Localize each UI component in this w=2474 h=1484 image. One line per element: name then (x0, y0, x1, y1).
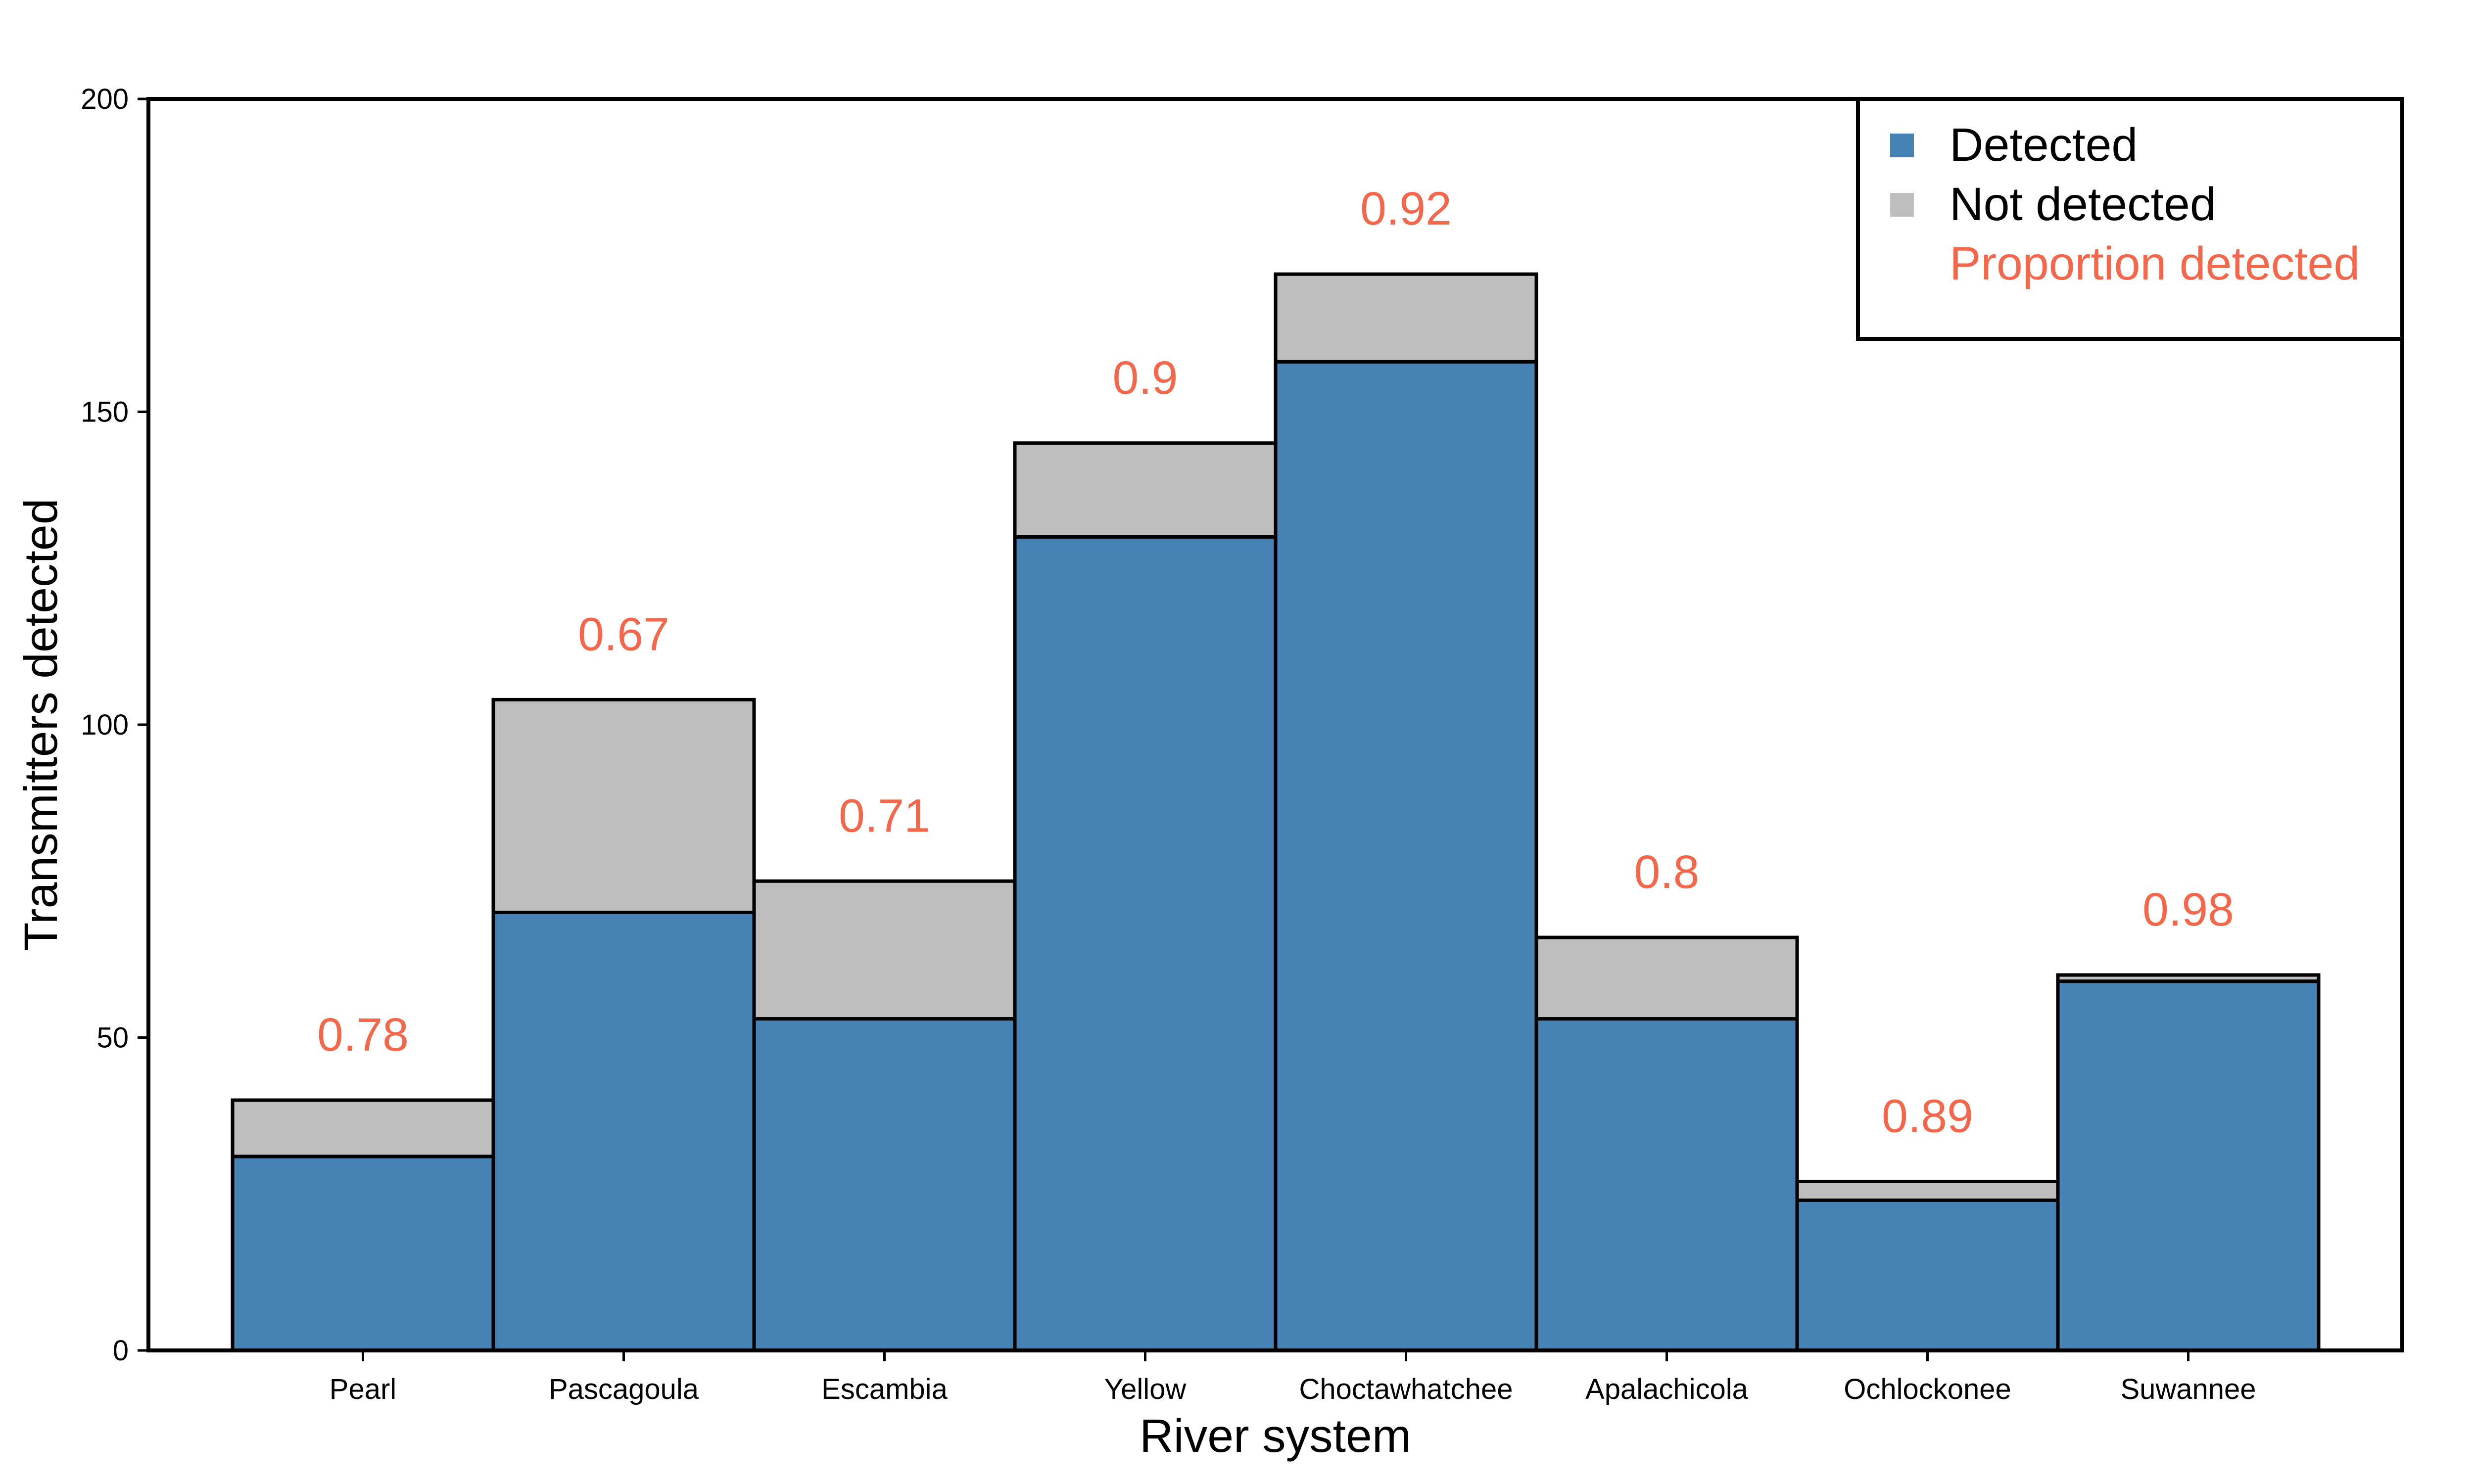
x-tick-label: Escambia (821, 1373, 948, 1405)
x-tick-label: Ochlockonee (1844, 1373, 2011, 1405)
bar-detected-ochlockonee (1795, 1198, 2060, 1352)
proportion-labels-layer: 0.78 0.67 0.71 0.9 0.92 0.8 0.89 0.98 (317, 183, 2234, 1142)
bar-not-detected-escambia (752, 879, 1017, 1021)
x-tick-label: Pearl (330, 1373, 396, 1405)
proportion-label: 0.78 (317, 1009, 409, 1061)
y-tick-label: 150 (81, 396, 129, 428)
legend: Detected Not detected Proportion detected (1856, 97, 2404, 341)
proportion-label: 0.8 (1634, 846, 1699, 898)
legend-label: Detected (1950, 119, 2138, 171)
x-axis-title: River system (1140, 1410, 1411, 1462)
bar-not-detected-pearl (231, 1098, 495, 1159)
legend-label: Proportion detected (1950, 237, 2360, 290)
bar-detected-escambia (752, 1017, 1017, 1352)
x-tick-label: Suwannee (2120, 1373, 2256, 1405)
bar-detected-apalachicola (1534, 1017, 1799, 1352)
x-tick-label: Pascagoula (549, 1373, 699, 1405)
bar-not-detected-ochlockonee (1795, 1179, 2060, 1202)
y-tick-label: 100 (81, 709, 129, 741)
proportion-label: 0.89 (1882, 1090, 1973, 1142)
bar-not-detected-pascagoula (491, 697, 756, 915)
proportion-label: 0.92 (1360, 183, 1452, 235)
bar-detected-choctawhatchee (1274, 360, 1538, 1352)
bar-not-detected-choctawhatchee (1274, 272, 1538, 364)
axes-layer: Pearl Pascagoula Escambia Yellow Choctawhatc… (81, 83, 2404, 1405)
bar-detected-pascagoula (491, 911, 756, 1352)
proportion-label: 0.67 (578, 608, 669, 660)
bar-not-detected-suwannee (2056, 973, 2321, 983)
legend-label: Not detected (1950, 178, 2216, 231)
proportion-label: 0.71 (839, 789, 930, 842)
y-tick-label: 200 (81, 83, 129, 115)
y-tick-label: 0 (113, 1335, 129, 1367)
proportion-label: 0.98 (2142, 883, 2234, 936)
legend-swatch-not-detected (1890, 193, 1914, 217)
bars-layer (231, 272, 2321, 1352)
legend-swatch-detected (1890, 134, 1914, 157)
x-tick-label: Apalachicola (1585, 1373, 1749, 1405)
bar-detected-yellow (1013, 535, 1278, 1352)
bar-detected-pearl (231, 1155, 495, 1352)
y-tick-label: 50 (96, 1022, 129, 1054)
bar-not-detected-apalachicola (1534, 935, 1799, 1021)
y-axis-title: Transmitters detected (15, 498, 67, 951)
bar-not-detected-yellow (1013, 441, 1278, 539)
bar-detected-suwannee (2056, 979, 2321, 1352)
legend-box (1856, 97, 2404, 341)
proportion-label: 0.9 (1112, 352, 1178, 404)
x-tick-label: Yellow (1104, 1373, 1187, 1405)
x-tick-label: Choctawhatchee (1299, 1373, 1513, 1405)
